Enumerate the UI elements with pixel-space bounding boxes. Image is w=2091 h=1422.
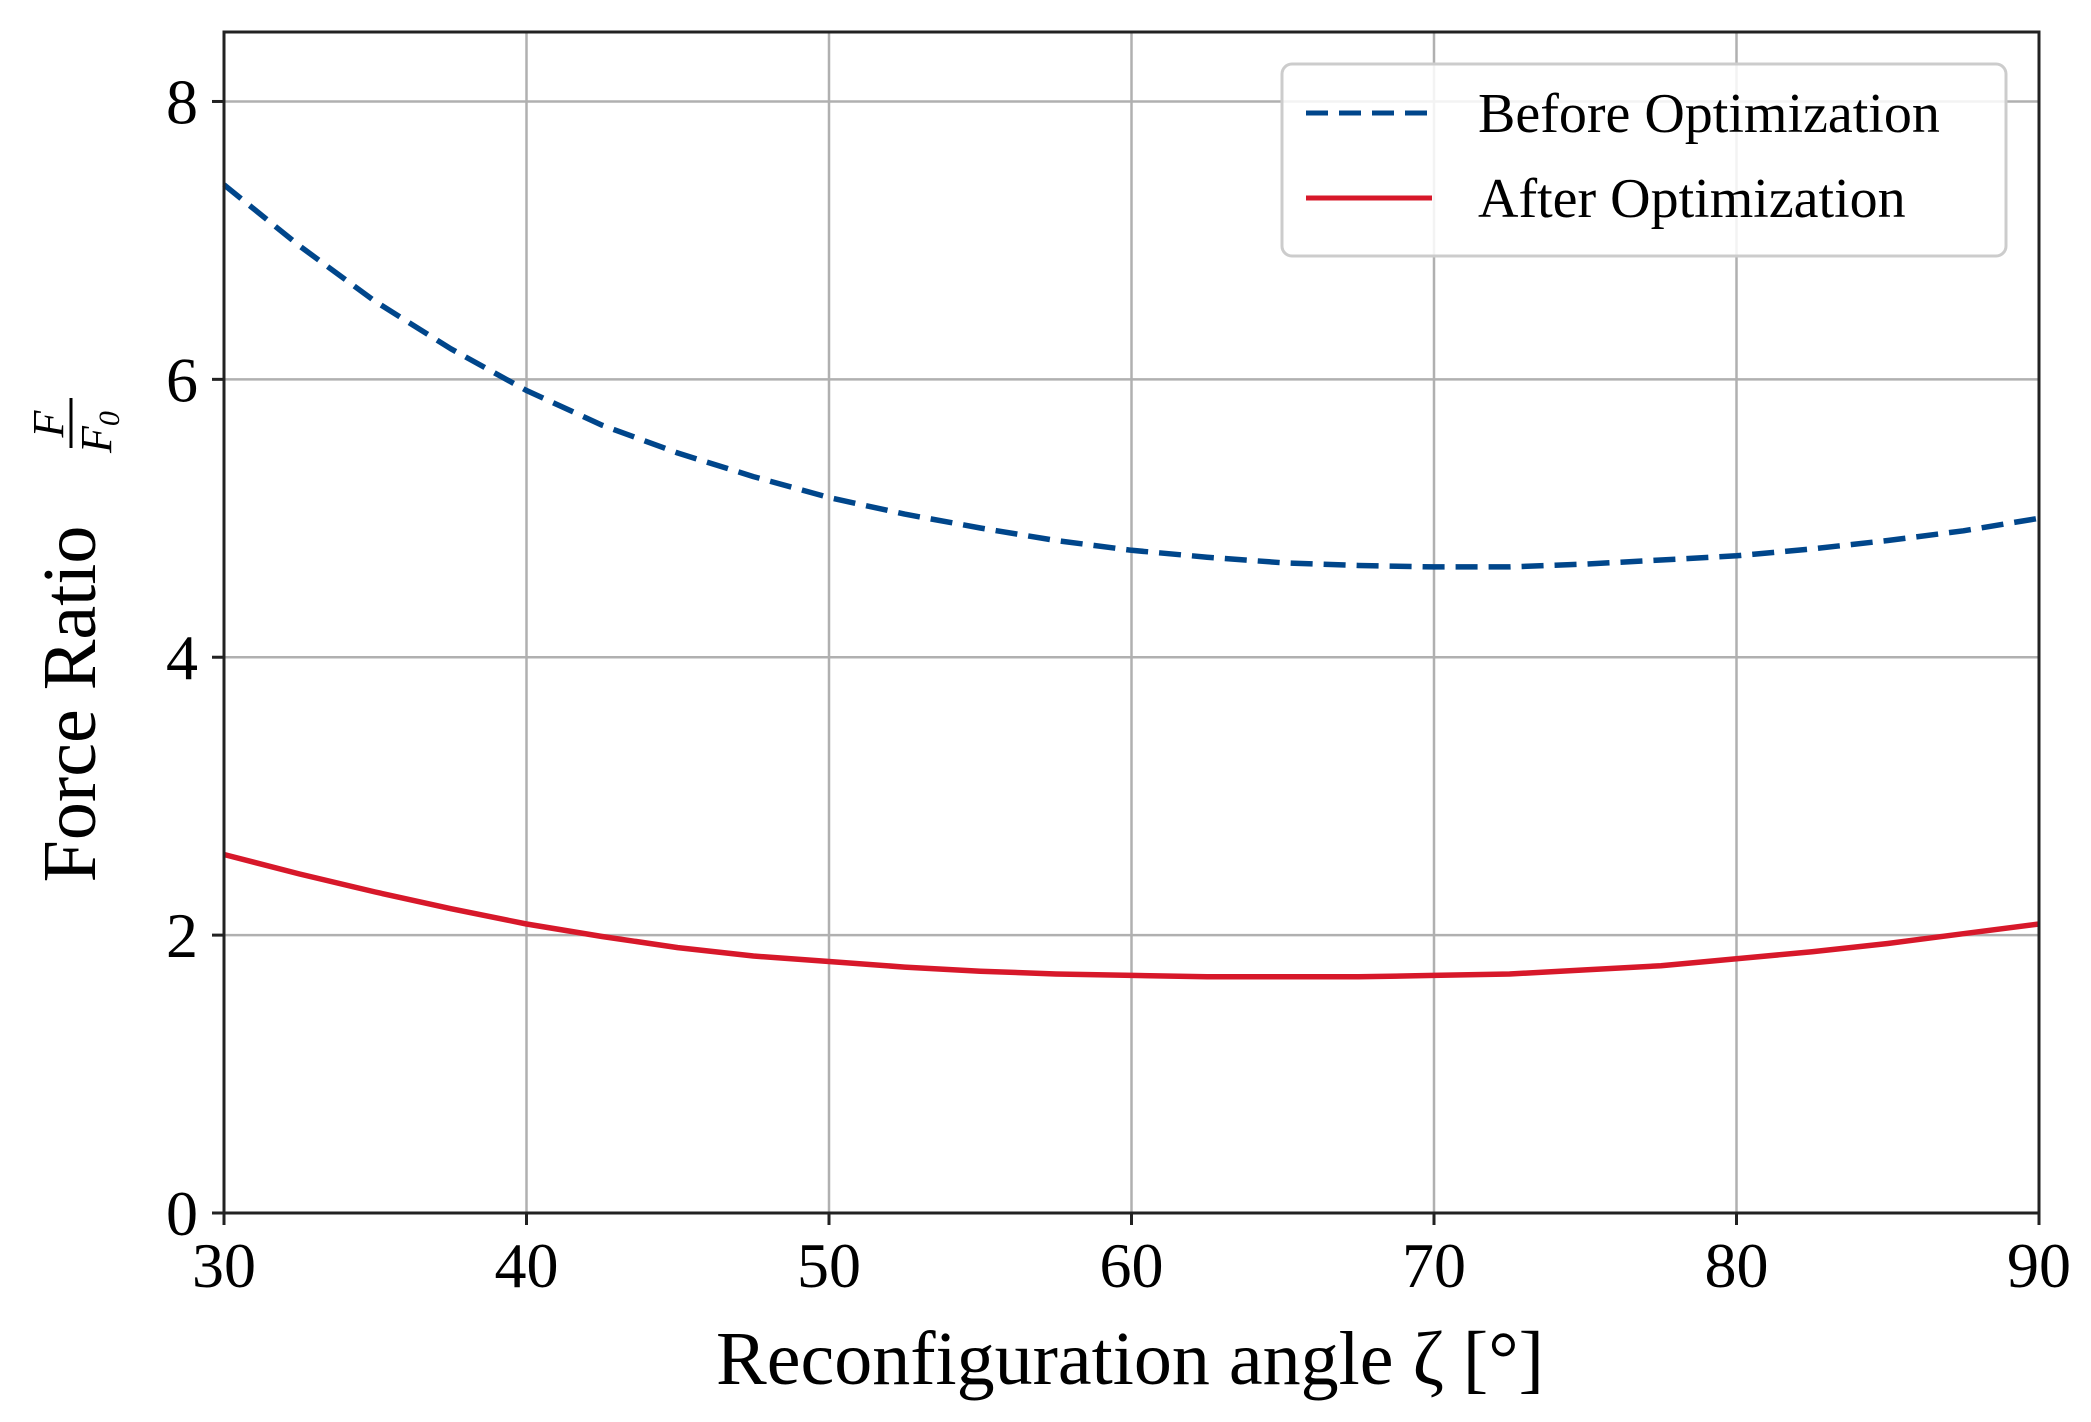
y-axis-title-text: Force Ratio — [28, 526, 112, 883]
series-line-after-optimization — [223, 851, 2040, 980]
x-tick-label: 60 — [1100, 1230, 1164, 1301]
x-tick-label: 90 — [2007, 1230, 2071, 1301]
y-tick-label: 2 — [166, 900, 198, 971]
y-tick-label: 0 — [166, 1178, 198, 1249]
y-tick-label: 4 — [166, 622, 198, 693]
x-tick-label: 80 — [1705, 1230, 1769, 1301]
x-tick-label: 50 — [797, 1230, 861, 1301]
legend-label-after: After Optimization — [1478, 168, 1906, 230]
series-line-before-optimization — [222, 182, 2040, 570]
series-lines — [222, 182, 2040, 980]
y-tick-label: 8 — [166, 66, 198, 137]
axis-ticks: 30 40 50 60 70 80 90 0 2 4 6 8 — [166, 66, 2071, 1301]
y-tick-label: 6 — [166, 344, 198, 415]
legend-label-before: Before Optimization — [1478, 83, 1940, 145]
y-axis-frac-denominator: F0 — [72, 411, 126, 454]
y-axis-title: Force Ratio F F0 — [24, 398, 126, 882]
x-tick-label: 40 — [495, 1230, 559, 1301]
x-tick-label: 70 — [1402, 1230, 1466, 1301]
legend-box — [1280, 62, 2008, 258]
x-tick-label: 30 — [192, 1230, 256, 1301]
x-axis-title: Reconfiguration angle ζ [°] — [716, 1317, 1544, 1401]
y-axis-frac-numerator: F — [24, 409, 73, 438]
legend: Before Optimization After Optimization — [1280, 62, 2008, 258]
